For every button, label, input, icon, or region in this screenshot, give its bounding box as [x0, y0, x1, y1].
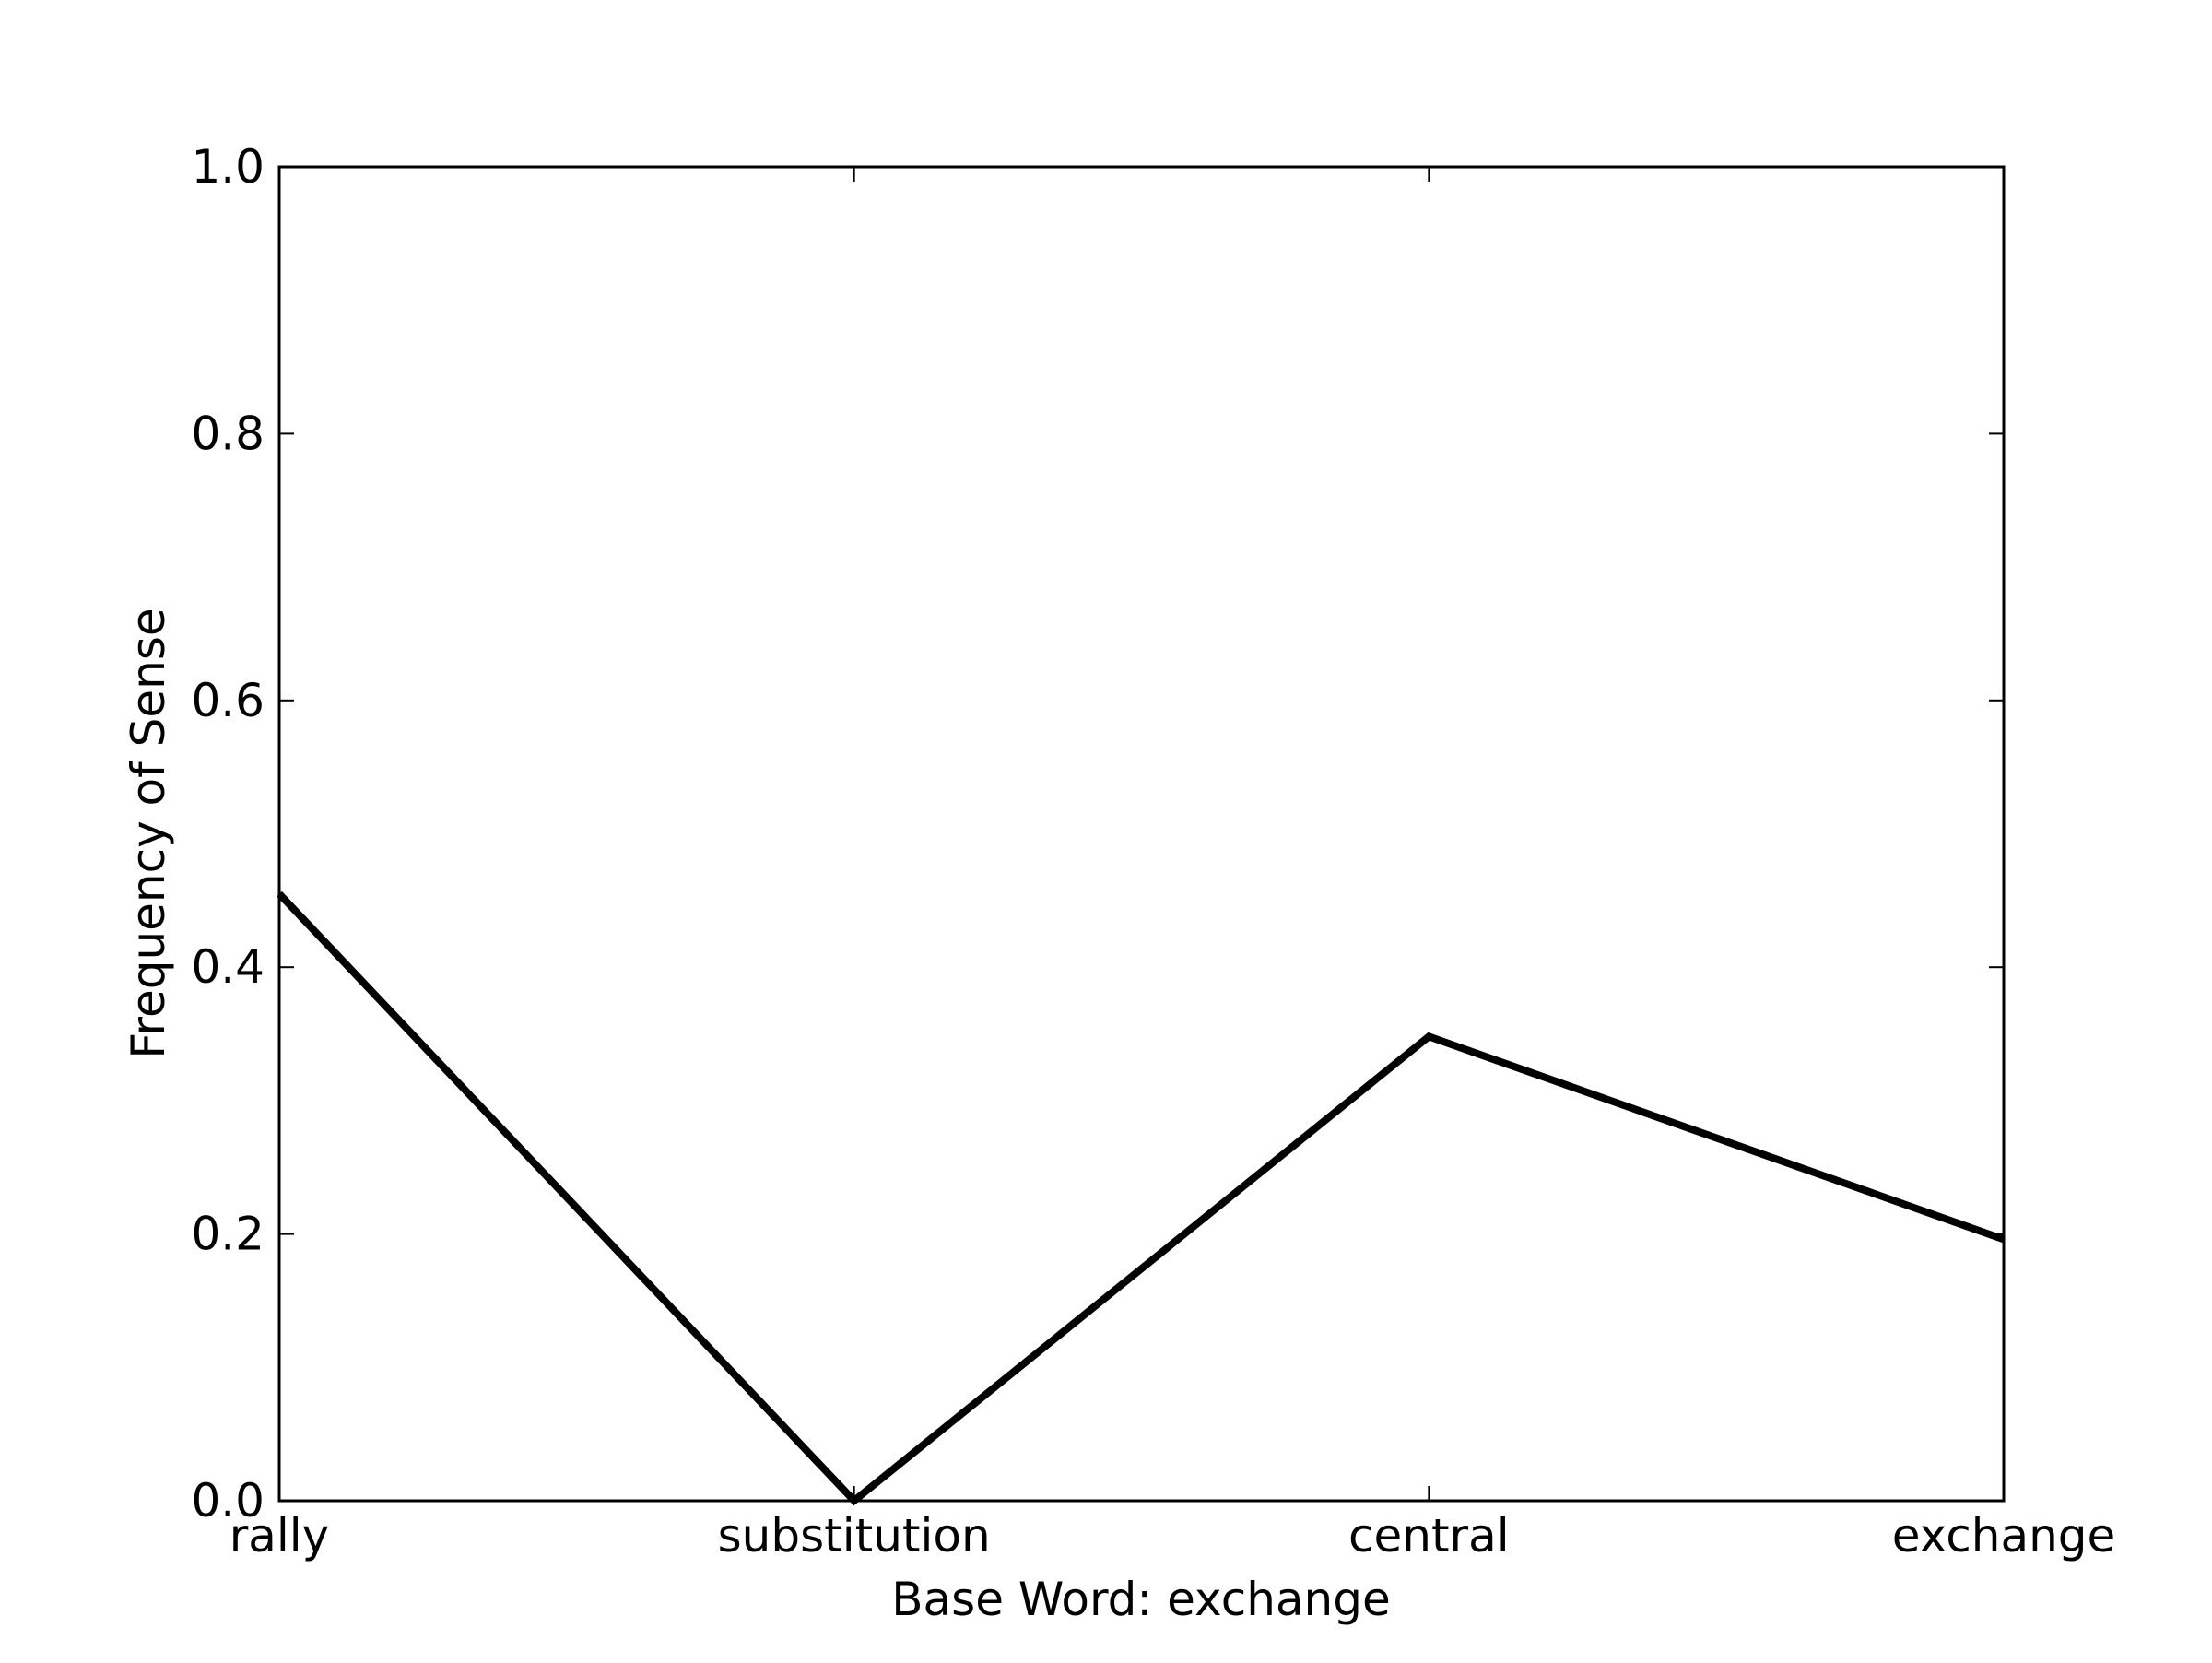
plot-frame [277, 165, 2006, 1503]
y-tick-label: 1.0 [191, 140, 265, 194]
plot-area [279, 167, 2004, 1501]
y-tick-label: 0.8 [191, 407, 265, 460]
series-line [276, 890, 2006, 1506]
x-tick-label: exchange [1892, 1509, 2116, 1563]
y-axis-ticks: 0.0 0.2 0.4 0.6 0.8 1.0 [191, 140, 2004, 1527]
y-tick-label: 0.6 [191, 674, 265, 727]
x-tick-label: rally [229, 1509, 330, 1563]
x-axis-label: Base Word: exchange [891, 1573, 1391, 1626]
x-tick-label: substitution [718, 1509, 991, 1563]
x-tick-label: central [1348, 1509, 1510, 1563]
y-tick-label: 0.2 [191, 1208, 265, 1261]
y-axis-label: Frequency of Sense [122, 607, 175, 1058]
y-tick-label: 0.0 [191, 1474, 265, 1527]
x-axis-ticks: rally substitution central exchange [229, 167, 2116, 1563]
y-tick-label: 0.4 [191, 940, 265, 994]
